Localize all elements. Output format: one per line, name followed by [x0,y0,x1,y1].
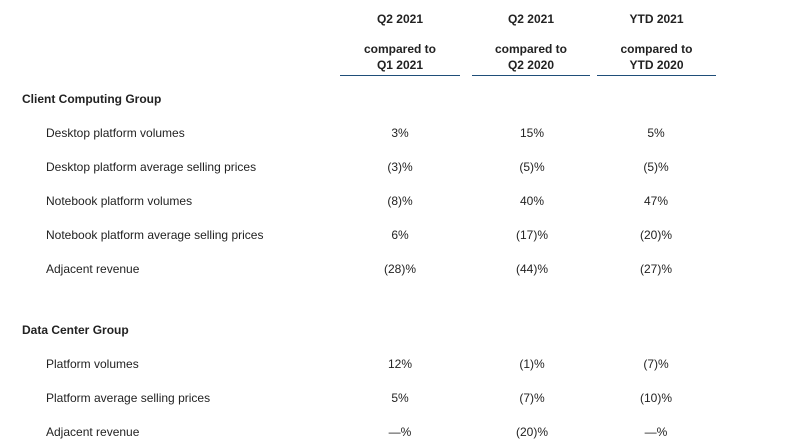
row-value-q1: 12% [387,357,413,371]
row-value-q2: 15% [519,126,545,140]
table-row: Desktop platform average selling prices … [0,159,790,175]
section-title-data-center: Data Center Group [22,323,129,337]
row-value-ytd: —% [644,425,668,439]
table-row: Adjacent revenue —% (20)% —% [0,424,790,440]
row-label: Adjacent revenue [46,425,140,439]
row-value-ytd: 5% [647,126,665,140]
row-value-q1: (3)% [387,160,413,174]
row-value-ytd: 47% [643,194,669,208]
column-underline [340,75,460,76]
row-value-q2: (20)% [515,425,548,439]
row-value-ytd: (10)% [639,391,672,405]
table-row: Notebook platform average selling prices… [0,227,790,243]
column-underline [472,75,590,76]
column-period: Q2 2021 [376,12,424,26]
column-period: YTD 2021 [629,12,684,26]
column-compared-to: compared to [494,42,567,56]
row-label: Platform volumes [46,357,139,371]
column-header-q1-compare: Q2 2021 compared to Q1 2021 [340,11,460,77]
table-row: Desktop platform volumes 3% 15% 5% [0,125,790,141]
row-value-q2: (17)% [515,228,548,242]
row-value-q1: (8)% [387,194,413,208]
row-value-q1: 3% [391,126,409,140]
row-value-q2: 40% [519,194,545,208]
row-value-ytd: (20)% [639,228,672,242]
row-value-q1: —% [388,425,412,439]
table-row: Adjacent revenue (28)% (44)% (27)% [0,261,790,277]
column-base-period: Q2 2020 [507,58,555,72]
column-compared-to: compared to [363,42,436,56]
column-period: Q2 2021 [507,12,555,26]
row-value-q1: 6% [391,228,409,242]
column-header-ytd: YTD 2021 compared to YTD 2020 [597,11,716,77]
section-title-client-computing: Client Computing Group [22,92,162,106]
row-value-q2: (5)% [519,160,545,174]
row-value-ytd: (27)% [639,262,672,276]
row-value-q1: (28)% [383,262,416,276]
column-base-period: Q1 2021 [376,58,424,72]
row-value-q2: (7)% [519,391,545,405]
row-label: Platform average selling prices [46,391,211,405]
row-label: Desktop platform volumes [46,126,185,140]
row-value-q2: (1)% [519,357,545,371]
row-label: Notebook platform average selling prices [46,228,264,242]
column-underline [597,75,716,76]
table-row: Notebook platform volumes (8)% 40% 47% [0,193,790,209]
row-value-ytd: (5)% [643,160,669,174]
row-label: Adjacent revenue [46,262,140,276]
row-label: Desktop platform average selling prices [46,160,257,174]
column-compared-to: compared to [620,42,693,56]
row-value-q2: (44)% [515,262,548,276]
row-value-q1: 5% [391,391,409,405]
row-label: Notebook platform volumes [46,194,193,208]
table-row: Platform volumes 12% (1)% (7)% [0,356,790,372]
column-base-period: YTD 2020 [629,58,684,72]
table-row: Platform average selling prices 5% (7)% … [0,390,790,406]
row-value-ytd: (7)% [643,357,669,371]
column-header-q2-yoy: Q2 2021 compared to Q2 2020 [472,11,590,77]
